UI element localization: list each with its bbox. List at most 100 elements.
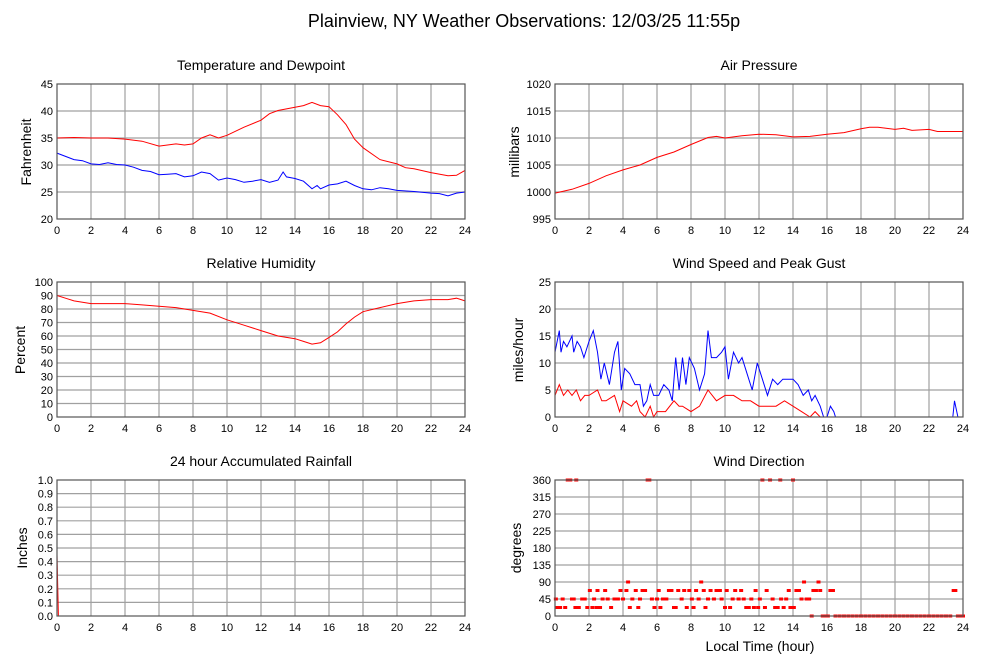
y-tick-label: 45 [41, 79, 53, 91]
x-tick-label: 20 [889, 423, 901, 435]
y-tick-label: 60 [41, 331, 53, 343]
data-point [666, 589, 671, 592]
y-tick-label: 0.8 [38, 502, 53, 514]
series-line-0 [554, 126, 963, 194]
data-point [605, 597, 610, 601]
data-point [813, 589, 818, 592]
data-point [756, 606, 761, 609]
data-point [811, 589, 816, 592]
x-tick-label: 16 [821, 225, 833, 237]
y-tick-label: 25 [539, 277, 551, 289]
x-tick-label: 0 [552, 423, 558, 435]
x-tick-label: 2 [586, 225, 592, 237]
data-point [655, 597, 659, 601]
data-point [802, 580, 807, 584]
data-point [804, 597, 809, 601]
data-point [723, 606, 727, 609]
x-tick-label: 14 [289, 622, 301, 634]
data-point [640, 589, 645, 592]
data-point [717, 589, 722, 592]
plot-frame [554, 83, 964, 220]
data-point [953, 589, 958, 592]
x-tick-label: 4 [620, 423, 626, 435]
data-point [807, 597, 812, 601]
data-point [595, 589, 600, 592]
data-point [784, 597, 789, 601]
x-tick-label: 12 [753, 622, 765, 634]
x-tick-label: 6 [654, 225, 660, 237]
data-point [664, 597, 669, 601]
x-tick-label: 24 [957, 225, 969, 237]
y-tick-label: 0.0 [38, 611, 53, 623]
data-point [621, 597, 625, 601]
data-point [563, 606, 568, 609]
x-tick-label: 4 [122, 622, 128, 634]
y-tick-label: 90 [41, 291, 53, 303]
data-point [749, 597, 754, 601]
y-tick-label: 15 [539, 331, 551, 343]
plot-frame [554, 479, 964, 617]
data-point [753, 589, 758, 592]
data-point [696, 597, 701, 601]
y-axis-label-wind-speed: miles/hour [510, 317, 526, 382]
data-point [786, 589, 791, 592]
y-tick-label: 1010 [527, 133, 551, 145]
data-point [791, 606, 796, 609]
x-tick-label: 4 [122, 225, 128, 237]
y-tick-label: 1015 [527, 106, 551, 118]
data-point [799, 597, 804, 601]
y-axis-label-rainfall: Inches [14, 527, 30, 568]
x-tick-label: 16 [323, 225, 335, 237]
chart-title-wind-speed: Wind Speed and Peak Gust [673, 255, 846, 271]
plot-frame [56, 83, 466, 220]
x-axis-label: Local Time (hour) [706, 638, 815, 654]
y-tick-label: 1.0 [38, 475, 53, 487]
x-tick-label: 22 [923, 225, 935, 237]
data-point [676, 589, 681, 592]
data-point [691, 606, 696, 609]
y-tick-label: 20 [539, 304, 551, 316]
x-tick-label: 14 [289, 225, 301, 237]
data-point [746, 606, 751, 609]
x-tick-label: 22 [923, 622, 935, 634]
x-tick-label: 22 [425, 225, 437, 237]
data-point [739, 589, 744, 592]
y-tick-label: 135 [533, 560, 551, 572]
data-point [600, 597, 605, 601]
data-point [788, 606, 793, 609]
data-point [615, 597, 620, 601]
y-tick-label: 0 [545, 611, 551, 623]
y-tick-label: 10 [41, 399, 53, 411]
x-tick-label: 22 [425, 423, 437, 435]
x-tick-label: 2 [88, 225, 94, 237]
x-tick-label: 0 [552, 622, 558, 634]
plot-frame [56, 281, 466, 418]
x-tick-label: 10 [221, 622, 233, 634]
y-tick-label: 70 [41, 318, 53, 330]
y-tick-label: 40 [41, 106, 53, 118]
data-point [830, 589, 835, 592]
x-tick-label: 10 [719, 423, 731, 435]
data-point [649, 597, 654, 601]
data-point [638, 597, 642, 601]
x-tick-label: 14 [787, 622, 799, 634]
data-point [594, 606, 599, 609]
data-point [781, 606, 786, 609]
data-point [706, 597, 710, 601]
data-point [669, 589, 674, 592]
data-point [679, 597, 684, 601]
y-tick-label: 0.6 [38, 529, 53, 541]
data-point [694, 589, 699, 592]
data-point [764, 589, 769, 592]
x-tick-label: 16 [323, 622, 335, 634]
data-point [687, 589, 692, 592]
data-point [775, 606, 780, 609]
x-tick-label: 12 [753, 225, 765, 237]
data-point [757, 597, 762, 601]
x-tick-label: 8 [688, 423, 694, 435]
data-point [660, 597, 665, 601]
x-tick-label: 20 [391, 225, 403, 237]
